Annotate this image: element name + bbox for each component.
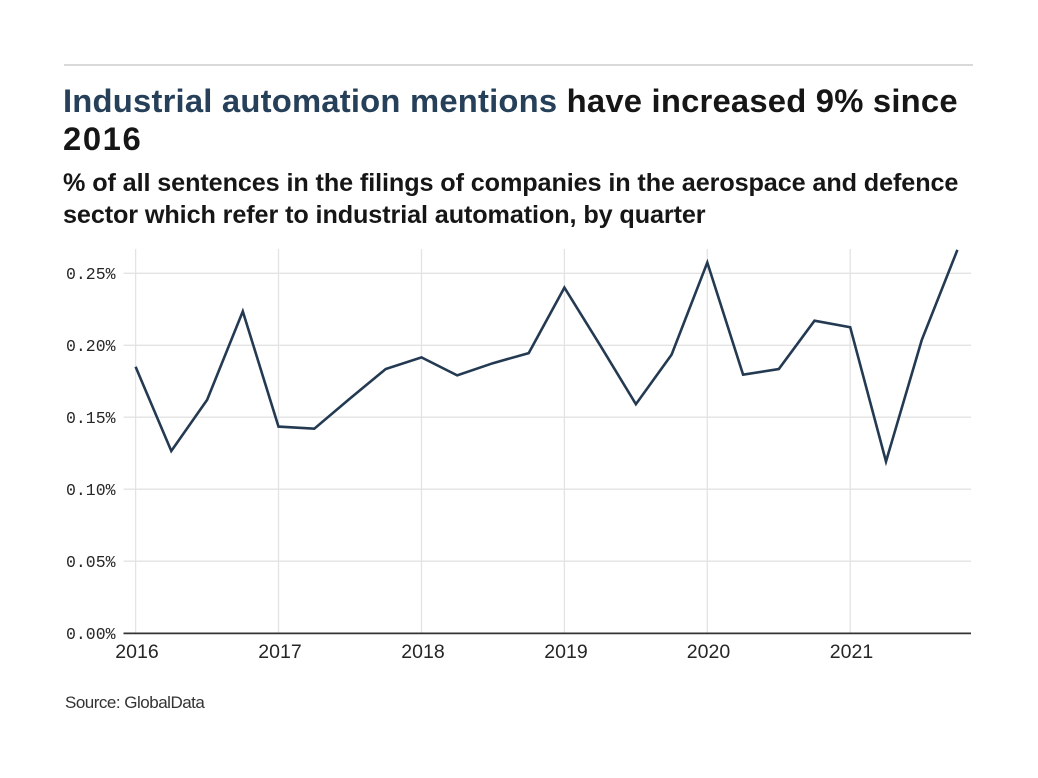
svg-text:0.15%: 0.15% — [66, 409, 116, 428]
svg-text:2016: 2016 — [115, 641, 158, 663]
svg-text:2020: 2020 — [687, 641, 731, 663]
svg-text:2021: 2021 — [830, 641, 873, 663]
svg-text:2019: 2019 — [544, 641, 587, 663]
svg-text:0.00%: 0.00% — [66, 625, 116, 644]
svg-text:2017: 2017 — [258, 641, 301, 663]
svg-text:0.25%: 0.25% — [66, 265, 116, 284]
svg-text:0.10%: 0.10% — [66, 481, 116, 500]
svg-text:0.20%: 0.20% — [66, 337, 116, 356]
svg-text:2018: 2018 — [401, 641, 444, 663]
svg-text:0.05%: 0.05% — [66, 553, 116, 572]
